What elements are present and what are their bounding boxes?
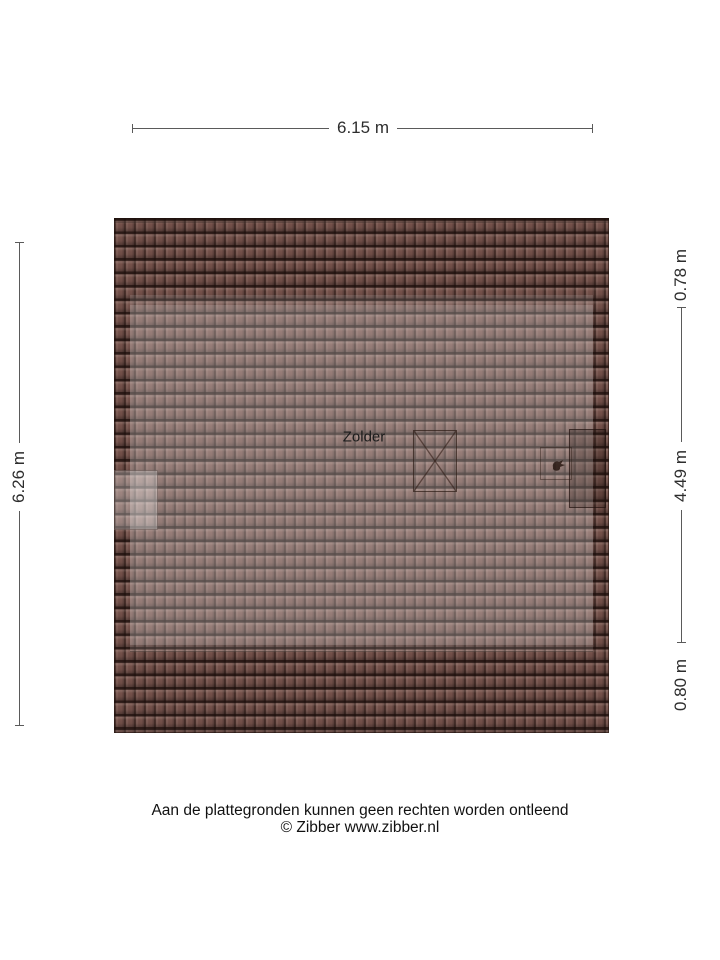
- roof-window-cross-icon: [413, 430, 457, 492]
- dimension-top-label: 6.15 m: [329, 118, 397, 138]
- dimension-right-middle-label: 4.49 m: [671, 442, 691, 510]
- attic-interior-area: [130, 305, 593, 645]
- footer: Aan de plattegronden kunnen geen rechten…: [0, 802, 720, 836]
- roof-transition-band-bottom: [130, 645, 593, 652]
- roof-eave-bottom: [114, 729, 609, 733]
- roof-transition-band-top: [130, 295, 593, 305]
- footer-disclaimer: Aan de plattegronden kunnen geen rechten…: [151, 802, 569, 819]
- dimension-right-bottom-tick: [677, 642, 686, 643]
- roof-ridge-top: [114, 218, 609, 223]
- dimension-right-top-label: 0.78 m: [671, 245, 691, 305]
- right-edge-dormer: [569, 429, 606, 508]
- roof-hatch-outline: [540, 447, 572, 480]
- left-edge-dormer: [114, 470, 158, 530]
- room-label: Zolder: [342, 428, 386, 446]
- footer-credit: © Zibber www.zibber.nl: [280, 819, 440, 836]
- roof-hatch-icon: [550, 458, 568, 474]
- dimension-left-bottom-tick: [15, 725, 24, 726]
- dimension-top-right-tick: [592, 124, 593, 133]
- dimension-left-label: 6.26 m: [9, 443, 29, 511]
- dimension-right-bottom-label: 0.80 m: [671, 655, 691, 715]
- roof-plan: Zolder: [114, 218, 609, 733]
